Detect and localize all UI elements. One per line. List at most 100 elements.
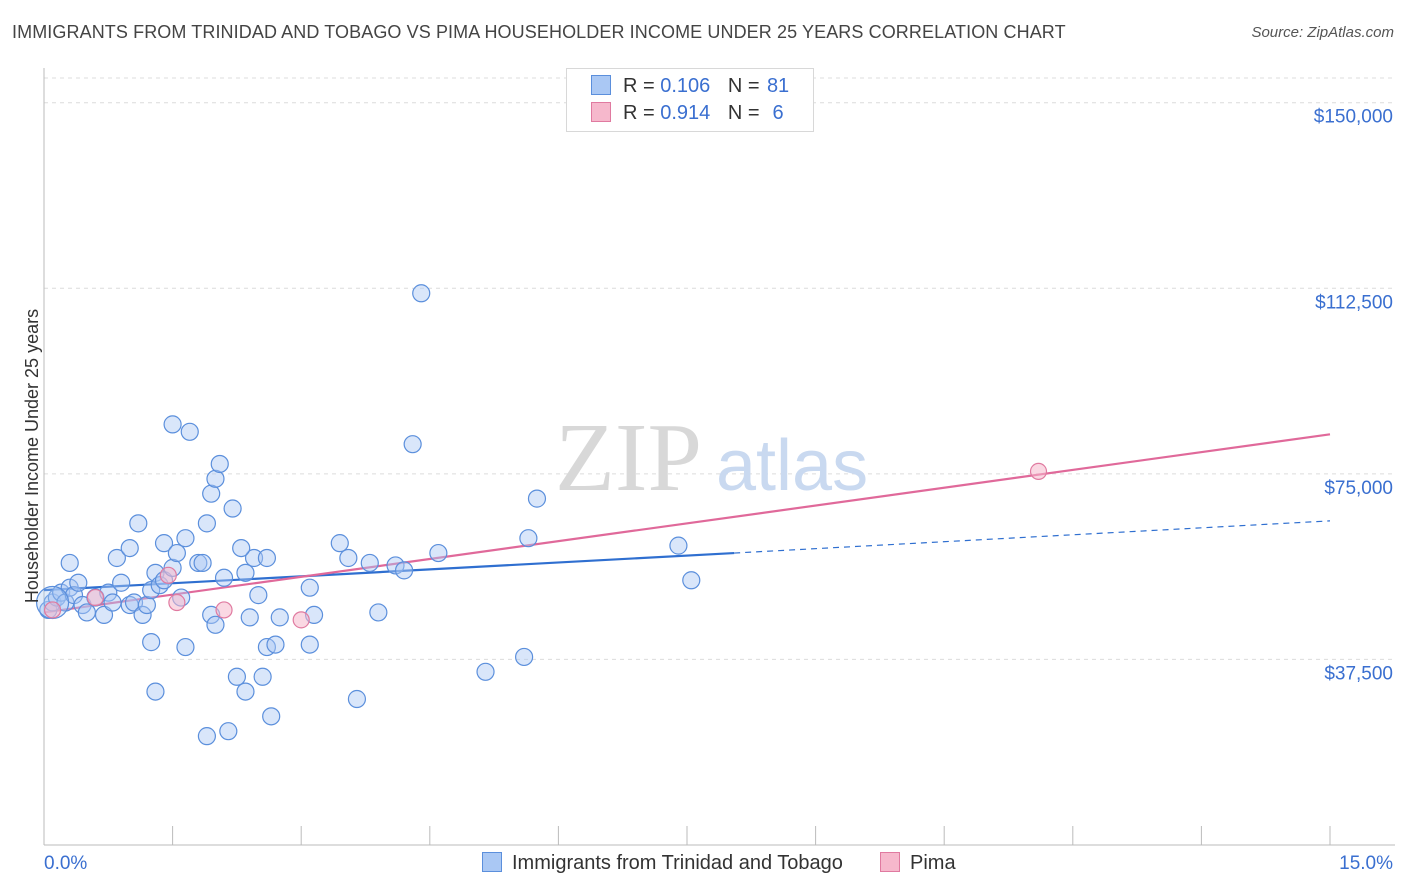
legend-r-label: R = <box>623 102 655 124</box>
bottom-legend-series1: Immigrants from Trinidad and Tobago <box>482 852 843 875</box>
axis-labels: $37,500 $75,000 $112,500 $150,000 0.0% 15.0% <box>44 107 1393 874</box>
data-point-series1 <box>180 422 199 441</box>
data-point-series2 <box>86 588 105 607</box>
legend-swatch-pink <box>591 102 611 122</box>
data-point-series1 <box>107 548 126 568</box>
legend-n-value: 81 <box>766 75 790 97</box>
data-point-series1 <box>236 563 255 582</box>
data-point-series1 <box>339 548 358 568</box>
data-point-series2 <box>43 601 62 619</box>
legend-row-series2: R = 0.914 N = 6 <box>591 100 791 126</box>
data-point-series1 <box>206 615 225 634</box>
data-point-series1 <box>262 707 281 726</box>
legend-row-series1: R = 0.106 N = 81 <box>591 73 791 99</box>
legend-n-value: 6 <box>772 102 784 124</box>
y-tick-label: $75,000 <box>1324 478 1393 499</box>
data-point-series1 <box>347 689 367 709</box>
data-point-series1 <box>386 556 405 575</box>
data-point-series1 <box>197 727 216 746</box>
data-point-series1 <box>210 454 229 474</box>
data-point-series1 <box>103 593 122 612</box>
bottom-legend-label-series1: Immigrants from Trinidad and Tobago <box>512 852 843 874</box>
data-point-series1 <box>476 662 495 681</box>
data-points <box>35 284 1048 746</box>
data-point-series1 <box>253 667 272 686</box>
y-axis-label: Householder Income Under 25 years <box>22 309 42 603</box>
data-point-series2 <box>1029 462 1048 480</box>
data-point-series1 <box>669 536 688 555</box>
bottom-legend-swatch-blue <box>482 852 502 872</box>
data-point-series1 <box>206 469 225 488</box>
data-point-series1 <box>369 603 388 622</box>
legend-n-label: N = <box>727 102 760 124</box>
data-point-series1 <box>202 484 221 503</box>
x-tick-label-min: 0.0% <box>44 853 87 874</box>
axes <box>43 68 1395 846</box>
source-label: Source: ZipAtlas.com <box>1251 24 1394 41</box>
data-point-series1 <box>244 548 264 568</box>
data-point-series1 <box>69 573 88 592</box>
data-point-series1 <box>394 561 414 580</box>
data-point-series2 <box>168 593 186 612</box>
y-tick-label: $112,500 <box>1315 292 1393 313</box>
data-point-series1 <box>300 635 319 654</box>
data-point-series1 <box>189 553 208 573</box>
data-point-series1 <box>266 635 285 654</box>
data-point-series1 <box>232 538 251 558</box>
data-point-series1 <box>154 534 174 553</box>
data-point-series2 <box>292 611 310 629</box>
watermark-zip: ZIP <box>555 404 702 512</box>
data-point-series1 <box>133 605 152 625</box>
y-tick-label: $150,000 <box>1314 107 1393 128</box>
bottom-legend-label-series2: Pima <box>910 852 956 874</box>
data-point-series1 <box>146 682 165 701</box>
data-point-series1 <box>257 548 277 568</box>
data-point-series1 <box>519 529 538 548</box>
data-point-series1 <box>77 603 96 622</box>
data-point-series1 <box>300 578 319 597</box>
data-point-series1 <box>403 435 422 454</box>
data-point-series1 <box>515 647 534 667</box>
legend-r-value: 0.106 <box>660 75 711 97</box>
data-point-series1 <box>682 571 701 590</box>
data-point-series1 <box>527 489 547 508</box>
chart-title: IMMIGRANTS FROM TRINIDAD AND TOBAGO VS P… <box>12 22 1066 42</box>
data-point-series1 <box>219 722 238 741</box>
data-point-series1 <box>137 595 156 615</box>
legend: R = 0.106 N = 81 R = 0.914 N = 6 <box>566 68 814 132</box>
data-point-series1 <box>176 637 195 657</box>
data-point-series1 <box>227 667 246 686</box>
watermark-atlas: atlas <box>716 426 868 506</box>
legend-r-value: 0.914 <box>660 102 711 124</box>
data-point-series2 <box>215 601 233 619</box>
data-point-series1 <box>163 415 182 434</box>
x-tick-label-max: 15.0% <box>1339 853 1393 874</box>
legend-r-label: R = <box>623 75 655 97</box>
data-point-series1 <box>120 538 139 558</box>
data-point-series1 <box>412 284 431 303</box>
data-point-series1 <box>270 608 289 627</box>
data-point-series1 <box>129 514 148 533</box>
bottom-legend-swatch-pink <box>880 852 900 872</box>
data-point-series1 <box>142 581 161 600</box>
data-point-series1 <box>60 553 79 573</box>
data-point-series1 <box>176 529 195 548</box>
y-tick-label: $37,500 <box>1324 663 1393 684</box>
data-point-series1 <box>360 553 379 573</box>
data-point-series1 <box>193 553 212 573</box>
trend-line-series1-extension <box>734 520 1331 554</box>
data-point-series2 <box>159 566 177 584</box>
data-point-series1 <box>142 633 161 652</box>
data-point-series1 <box>214 568 234 587</box>
data-point-series1 <box>330 534 349 553</box>
data-point-series1 <box>197 514 216 533</box>
legend-n-label: N = <box>727 75 760 97</box>
data-point-series1 <box>429 543 448 563</box>
legend-swatch-blue <box>591 75 611 95</box>
data-point-series1 <box>236 682 255 701</box>
data-point-series1 <box>167 543 186 563</box>
data-point-series1 <box>112 573 131 592</box>
data-point-series1 <box>223 499 242 518</box>
data-point-series1 <box>249 586 268 605</box>
